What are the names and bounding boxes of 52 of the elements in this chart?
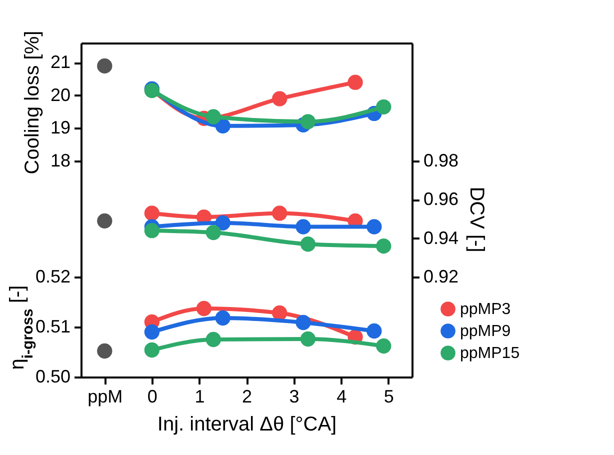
y2-tick-label: 0.98 — [424, 150, 459, 170]
point — [97, 343, 112, 359]
legend-label: ppMP9 — [460, 323, 511, 340]
legend-label: ppMP3 — [460, 301, 511, 318]
y-tick-label: 21 — [50, 52, 70, 72]
x-tick-label: 5 — [384, 386, 394, 406]
point — [376, 99, 392, 114]
point — [366, 219, 382, 234]
point — [272, 206, 288, 221]
x-tick-label: 3 — [289, 386, 300, 406]
point — [206, 332, 221, 348]
y-tick-label: 0.51 — [35, 316, 70, 336]
x-tick-label: 1 — [194, 386, 205, 406]
point — [97, 213, 112, 228]
y-tick-label: 0.50 — [35, 366, 70, 386]
point — [296, 219, 311, 234]
point — [144, 223, 160, 238]
point — [376, 238, 392, 254]
x-axis-title: Inj. interval Δθ [°CA] — [157, 414, 337, 436]
y-tick-label: 0.52 — [35, 266, 70, 286]
y2-tick-label: 0.94 — [424, 228, 459, 248]
y-tick-label: 19 — [50, 118, 70, 138]
point — [348, 74, 363, 90]
point — [272, 91, 288, 106]
point — [272, 305, 288, 321]
point — [97, 58, 112, 74]
point — [376, 338, 392, 354]
x-tick-label: 0 — [147, 386, 158, 406]
point — [144, 206, 160, 221]
point — [196, 300, 212, 316]
x-tick-label: 4 — [336, 386, 347, 406]
y-axis-title: Cooling loss [%] — [21, 30, 44, 174]
point — [300, 331, 316, 347]
y-tick-label: 18 — [50, 150, 70, 170]
point — [215, 118, 230, 134]
x-tick-label: 2 — [242, 386, 252, 406]
y2-tick-label: 0.92 — [424, 266, 459, 286]
point — [206, 109, 221, 124]
y-tick-label: 20 — [50, 84, 70, 105]
point — [144, 324, 160, 340]
x-tick-label: ppM — [88, 386, 123, 406]
y2-axis-title: DCV [-] — [466, 186, 488, 252]
point — [215, 310, 230, 326]
point — [215, 215, 230, 230]
point — [296, 314, 311, 330]
legend-label: ppMP15 — [460, 345, 520, 362]
point — [366, 323, 382, 339]
point — [144, 342, 160, 358]
y2-tick-label: 0.96 — [424, 189, 459, 210]
point — [300, 114, 316, 130]
point — [300, 236, 316, 252]
point — [206, 224, 221, 240]
